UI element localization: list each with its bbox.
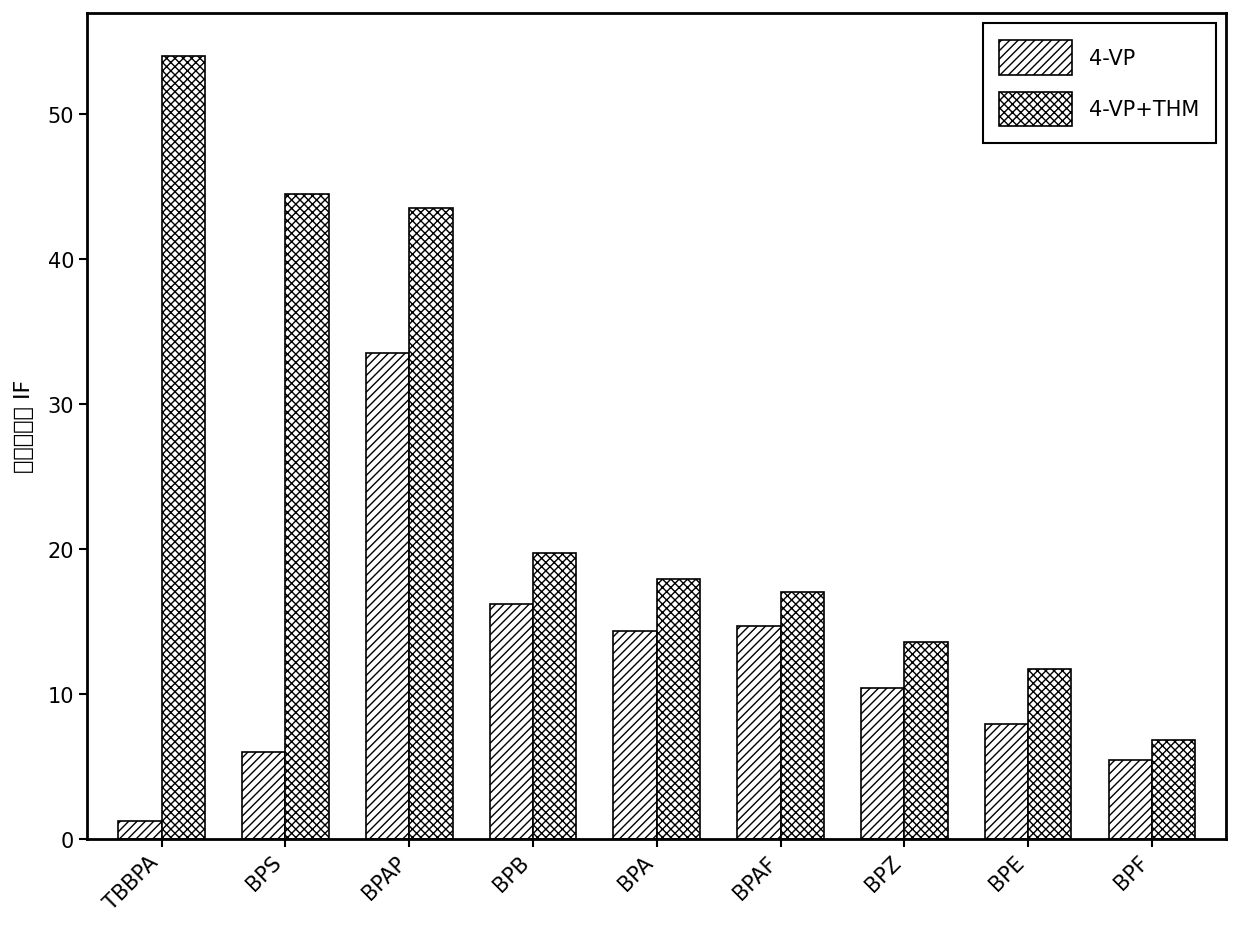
Bar — [861, 688, 904, 839]
Bar — [409, 210, 453, 839]
Bar — [657, 579, 701, 839]
Bar — [161, 57, 205, 839]
Bar — [985, 724, 1028, 839]
Bar — [1109, 760, 1152, 839]
Bar — [285, 195, 329, 839]
Y-axis label: 印迹因子， IF: 印迹因子， IF — [14, 380, 33, 473]
Bar — [738, 626, 780, 839]
Bar — [1152, 741, 1195, 839]
Bar — [533, 553, 577, 839]
Bar — [1028, 669, 1071, 839]
Bar — [490, 604, 533, 839]
Bar — [118, 821, 161, 839]
Bar — [780, 592, 823, 839]
Bar — [904, 641, 947, 839]
Bar — [242, 752, 285, 839]
Legend: 4-VP, 4-VP+THM: 4-VP, 4-VP+THM — [982, 24, 1215, 144]
Bar — [614, 631, 657, 839]
Bar — [366, 354, 409, 839]
